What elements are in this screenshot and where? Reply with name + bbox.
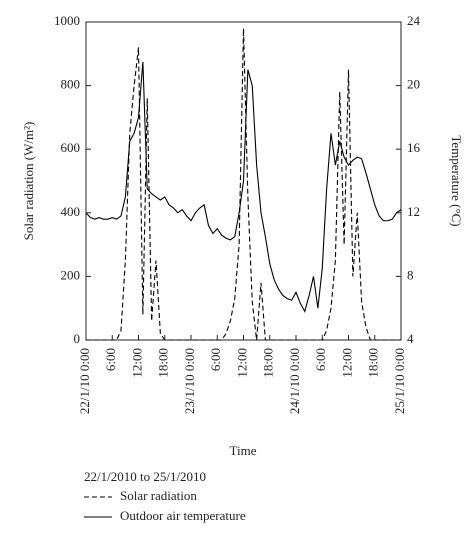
y2-tick-label: 16 [407,140,421,155]
x-tick-label: 22/1/10 0:00 [77,348,92,414]
x-tick-label: 24/1/10 0:00 [287,348,302,414]
y2-tick-label: 4 [407,331,414,346]
legend-label: Solar radiation [120,488,197,503]
x-tick-label: 23/1/10 0:00 [182,348,197,414]
y2-tick-label: 24 [407,13,421,28]
x-tick-label: 6:00 [208,348,223,371]
x-tick-label: 6:00 [313,348,328,371]
series-line [86,28,401,341]
legend-label: Outdoor air temperature [120,508,246,523]
x-tick-label: 18:00 [366,348,381,378]
legend-title: 22/1/2010 to 25/1/2010 [84,469,206,484]
y-axis-title: Solar radiation (W/m²) [21,122,36,241]
x-tick-label: 6:00 [103,348,118,371]
x-tick-label: 12:00 [129,348,144,378]
x-tick-label: 18:00 [156,348,171,378]
x-tick-label: 18:00 [261,348,276,378]
y2-axis-title: Temperature (°C) [449,135,464,226]
x-tick-label: 25/1/10 0:00 [392,348,407,414]
y2-tick-label: 20 [407,77,420,92]
y2-tick-label: 8 [407,267,414,282]
series-line [85,61,402,313]
x-tick-label: 12:00 [339,348,354,378]
y-tick-label: 0 [74,331,81,346]
y-tick-label: 400 [61,204,81,219]
y2-tick-label: 12 [407,204,420,219]
y-tick-label: 600 [61,140,81,155]
x-tick-label: 12:00 [234,348,249,378]
y-tick-label: 200 [61,267,81,282]
x-axis-title: Time [230,443,257,458]
y-tick-label: 1000 [54,13,80,28]
y-tick-label: 800 [61,77,81,92]
